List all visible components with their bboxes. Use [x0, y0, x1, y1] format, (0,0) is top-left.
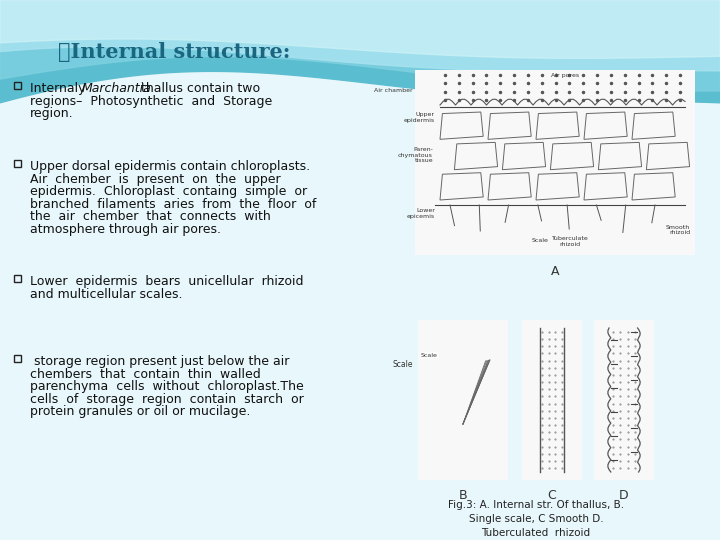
- Text: Scale: Scale: [421, 353, 438, 357]
- Text: the  air  chember  that  connects  with: the air chember that connects with: [30, 210, 271, 223]
- Bar: [14, 275, 21, 282]
- Text: D: D: [619, 489, 629, 502]
- Text: Lower
epicemis: Lower epicemis: [407, 208, 435, 219]
- Text: Air pores: Air pores: [551, 73, 579, 78]
- Text: B: B: [459, 489, 467, 502]
- Text: Smooth
rhizoid: Smooth rhizoid: [666, 225, 690, 235]
- Text: Upper
epidermis: Upper epidermis: [404, 112, 435, 123]
- Text: Paren-
chymatous
tissue: Paren- chymatous tissue: [398, 147, 433, 163]
- Text: Marchantia: Marchantia: [81, 82, 151, 95]
- Bar: [522, 320, 582, 480]
- Text: epidermis.  Chloroplast  containg  simple  or: epidermis. Chloroplast containg simple o…: [30, 185, 307, 198]
- Text: protein granules or oil or mucilage.: protein granules or oil or mucilage.: [30, 405, 251, 418]
- Bar: [14, 82, 21, 89]
- Bar: [418, 320, 508, 480]
- Text: Scale: Scale: [531, 238, 549, 243]
- Text: chembers  that  contain  thin  walled: chembers that contain thin walled: [30, 368, 261, 381]
- Text: Scale: Scale: [392, 360, 413, 369]
- Text: C: C: [548, 489, 557, 502]
- Text: Tuberculate
rhizoid: Tuberculate rhizoid: [552, 236, 588, 247]
- Text: and multicellular scales.: and multicellular scales.: [30, 287, 182, 300]
- Text: Internaly: Internaly: [30, 82, 89, 95]
- Text: Lower  epidermis  bears  unicellular  rhizoid: Lower epidermis bears unicellular rhizoi…: [30, 275, 304, 288]
- Text: region.: region.: [30, 107, 73, 120]
- Text: Upper dorsal epidermis contain chloroplasts.: Upper dorsal epidermis contain chloropla…: [30, 160, 310, 173]
- Text: Air  chember  is  present  on  the  upper: Air chember is present on the upper: [30, 172, 281, 186]
- Text: branched  filaments  aries  from  the  floor  of: branched filaments aries from the floor …: [30, 198, 316, 211]
- Bar: [14, 160, 21, 167]
- Text: storage region present just below the air: storage region present just below the ai…: [30, 355, 289, 368]
- Text: Fig.3: A. Internal str. Of thallus, B.
Single scale, C Smooth D.
Tuberculated  r: Fig.3: A. Internal str. Of thallus, B. S…: [448, 500, 624, 538]
- Bar: [594, 320, 654, 480]
- Text: Air chamber: Air chamber: [374, 89, 413, 93]
- Bar: [415, 70, 695, 255]
- Text: parenchyma  cells  without  chloroplast.The: parenchyma cells without chloroplast.The: [30, 380, 304, 393]
- Text: A: A: [551, 265, 559, 278]
- Bar: [14, 355, 21, 362]
- Text: ➤Internal structure:: ➤Internal structure:: [58, 42, 290, 62]
- Text: thallus contain two: thallus contain two: [133, 82, 260, 95]
- Text: regions–  Photosynthetic  and  Storage: regions– Photosynthetic and Storage: [30, 94, 272, 107]
- Text: atmosphere through air pores.: atmosphere through air pores.: [30, 222, 221, 235]
- Text: cells  of  storage  region  contain  starch  or: cells of storage region contain starch o…: [30, 393, 304, 406]
